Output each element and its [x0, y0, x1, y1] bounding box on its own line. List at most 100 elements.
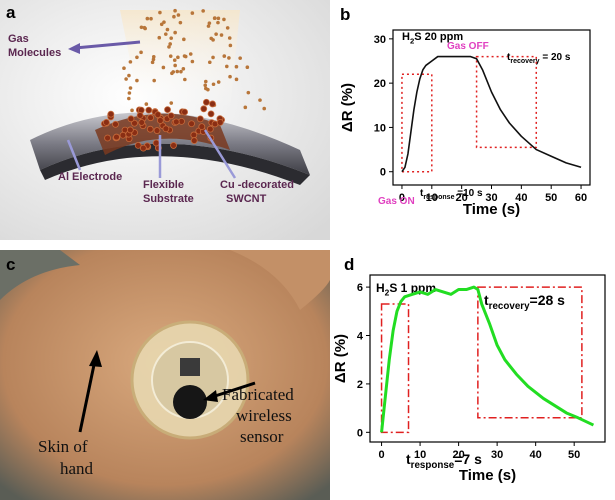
- molecule: [130, 108, 134, 113]
- annotation-part: t: [420, 188, 424, 199]
- region-box: [401, 73, 433, 173]
- photo-label: wireless: [236, 406, 292, 425]
- x-tick-label: 30: [491, 449, 503, 461]
- molecule: [165, 27, 170, 32]
- cu-particle: [127, 115, 135, 123]
- annotation: tresponse=7 s: [406, 451, 482, 471]
- x-tick-label: 50: [545, 192, 557, 204]
- cu-particle: [198, 123, 206, 131]
- molecule: [151, 54, 156, 59]
- molecule: [190, 59, 195, 64]
- molecule: [225, 26, 230, 30]
- cu-particle: [207, 110, 215, 118]
- molecule: [127, 96, 131, 101]
- chart-title-sub: 2: [410, 36, 414, 45]
- cu-particle: [126, 126, 134, 134]
- molecule: [181, 67, 186, 71]
- molecule: [179, 69, 183, 74]
- molecule: [201, 9, 205, 13]
- molecule: [169, 101, 174, 105]
- panel-a: a Gas Molecules Al Electrode Flexible Su…: [0, 0, 330, 240]
- data-line: [401, 55, 582, 173]
- molecule: [173, 63, 177, 68]
- panel-label: d: [344, 255, 354, 274]
- molecule: [158, 10, 162, 15]
- arrowhead: [203, 390, 218, 402]
- substrate-edge: [40, 143, 310, 185]
- cu-particle: [146, 125, 154, 133]
- molecule: [245, 65, 250, 70]
- molecule: [169, 36, 174, 40]
- molecule: [203, 83, 208, 88]
- annotation-part: t: [507, 52, 511, 63]
- molecule: [176, 55, 180, 60]
- x-tick-label: 30: [485, 192, 497, 204]
- molecule: [204, 86, 208, 91]
- y-tick-label: 20: [374, 78, 386, 90]
- molecule: [157, 35, 162, 40]
- photo-label: Skin of: [38, 437, 88, 456]
- cu-particle: [119, 131, 127, 139]
- arrow: [66, 139, 82, 171]
- cu-particle: [162, 125, 170, 133]
- molecule: [203, 79, 208, 84]
- molecule: [139, 25, 144, 30]
- cu-particle: [188, 120, 195, 128]
- panel-label: a: [6, 3, 16, 22]
- x-tick-label: 20: [456, 192, 468, 204]
- x-tick-label: 10: [426, 192, 438, 204]
- molecule: [170, 71, 174, 76]
- annotation-sub: recovery: [510, 58, 539, 65]
- y-tick-label: 6: [357, 282, 363, 294]
- cu-particle: [181, 108, 189, 116]
- y-tick-label: 30: [374, 34, 386, 46]
- x-tick-label: 50: [568, 449, 580, 461]
- molecule: [216, 20, 220, 25]
- molecule: [234, 64, 239, 69]
- swcnt-layer: [95, 113, 230, 155]
- photo-label: hand: [60, 459, 94, 478]
- photo-shadow: [0, 250, 80, 300]
- cu-particle: [136, 112, 144, 119]
- gas-glow: [120, 10, 240, 110]
- cu-particle: [200, 105, 208, 113]
- sensor-chip: [180, 358, 200, 376]
- cu-particle: [107, 110, 115, 118]
- annotation-part: =7 s: [454, 451, 482, 467]
- annotation-sub: response: [423, 194, 454, 201]
- cu-particle: [156, 117, 164, 124]
- molecule: [219, 33, 224, 37]
- cu-particle: [190, 137, 198, 144]
- molecule: [243, 105, 248, 110]
- cu-particle: [196, 115, 204, 123]
- knuckle: [230, 250, 330, 310]
- molecule: [163, 32, 168, 36]
- molecule: [182, 37, 186, 42]
- arrow: [211, 381, 256, 399]
- cu-particle: [112, 120, 119, 128]
- chart-title-part: S 20 ppm: [414, 31, 463, 43]
- illustration-label: SWCNT: [226, 193, 267, 205]
- arrow: [78, 359, 97, 433]
- chart-title: H2S 20 ppm: [402, 31, 463, 45]
- molecule: [122, 66, 126, 71]
- photo-label: sensor: [240, 427, 284, 446]
- cu-particle: [131, 119, 138, 127]
- illustration-label: Al Electrode: [58, 171, 122, 183]
- arrow: [203, 129, 237, 179]
- annotation: Gas OFF: [447, 41, 489, 52]
- molecule: [149, 16, 153, 21]
- x-tick-label: 40: [515, 192, 527, 204]
- photo-label: Fabricated: [222, 385, 294, 404]
- y-tick-label: 0: [380, 167, 386, 179]
- molecule: [167, 45, 171, 49]
- molecule: [135, 78, 139, 83]
- molecule: [150, 60, 155, 65]
- cu-particle: [164, 106, 171, 114]
- cu-particle: [139, 144, 147, 152]
- chart-title-part: S 1 ppm: [389, 281, 436, 295]
- molecule: [228, 43, 233, 48]
- cu-particle: [152, 139, 160, 147]
- plot-frame: [369, 274, 606, 443]
- annotation-part: = 20 s: [540, 52, 571, 63]
